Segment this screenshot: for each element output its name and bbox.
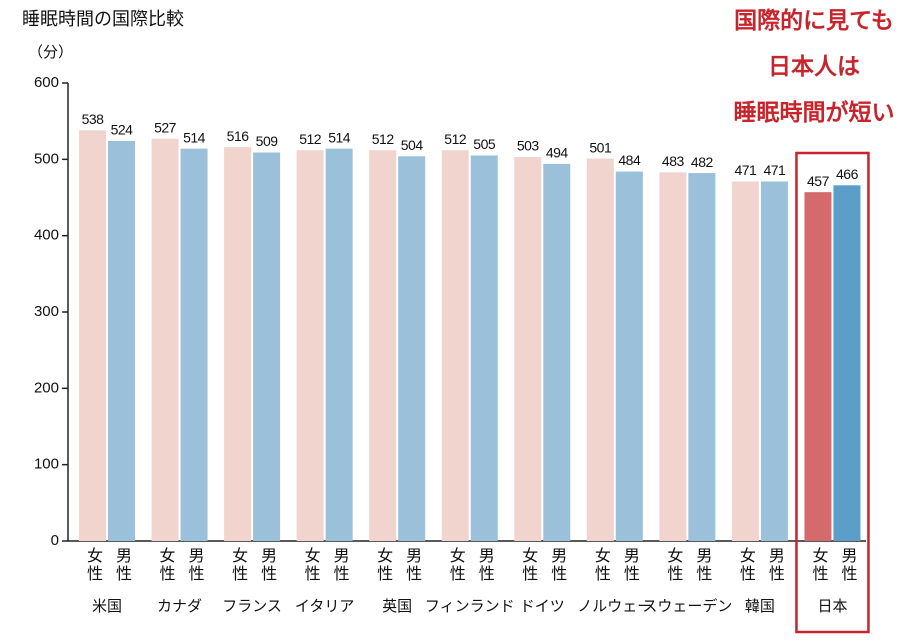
x-tick-label: イタリア xyxy=(295,598,354,615)
series-label: 女性 xyxy=(302,546,321,583)
x-tick-label: ノルウェー xyxy=(577,598,652,615)
value-label: 503 xyxy=(517,138,540,154)
series-label: 男性 xyxy=(186,547,205,583)
bar xyxy=(180,148,208,541)
bar xyxy=(659,172,687,541)
series-label: 男性 xyxy=(838,547,857,583)
y-axis-label: （分） xyxy=(28,44,73,61)
series-label: 女性 xyxy=(737,546,756,583)
bar xyxy=(543,163,571,541)
bar xyxy=(760,181,788,541)
series-label: 男性 xyxy=(766,547,785,583)
x-tick-label: ドイツ xyxy=(520,598,565,615)
value-label: 505 xyxy=(473,136,496,152)
annotation: 日本人は xyxy=(768,53,860,79)
y-tick-label: 600 xyxy=(34,74,59,91)
bar xyxy=(108,141,135,541)
series-label: 男性 xyxy=(693,547,712,583)
value-label: 538 xyxy=(82,111,105,127)
value-label: 527 xyxy=(154,119,177,135)
series-label: 男性 xyxy=(548,547,567,583)
value-label: 514 xyxy=(328,129,351,145)
series-label: 男性 xyxy=(403,547,422,583)
value-label: 482 xyxy=(691,154,714,170)
value-label: 516 xyxy=(227,128,250,144)
series-label: 女性 xyxy=(229,546,248,583)
x-tick-label: 英国 xyxy=(382,597,412,615)
series-label: 男性 xyxy=(476,547,495,583)
value-label: 494 xyxy=(546,145,569,161)
value-label: 484 xyxy=(618,152,641,168)
value-label: 501 xyxy=(589,139,612,155)
bar xyxy=(79,130,106,541)
x-tick-label: カナダ xyxy=(157,598,202,615)
series-label: 女性 xyxy=(809,546,828,583)
value-label: 512 xyxy=(372,131,395,147)
value-label: 457 xyxy=(807,173,830,189)
x-tick-label: 米国 xyxy=(92,598,122,615)
x-tick-label: スウェーデン xyxy=(642,597,732,615)
y-tick-label: 300 xyxy=(34,303,59,320)
x-tick-label: フィンランド xyxy=(425,598,515,615)
value-label: 509 xyxy=(256,133,279,149)
bar xyxy=(441,150,469,541)
value-label: 512 xyxy=(299,131,322,147)
y-tick-label: 500 xyxy=(34,150,59,167)
bar xyxy=(586,158,614,541)
value-label: 524 xyxy=(111,122,134,138)
x-tick-label: 韓国 xyxy=(745,598,775,615)
bar xyxy=(688,173,716,541)
bar xyxy=(833,185,861,541)
value-label: 483 xyxy=(662,153,685,169)
bar xyxy=(398,156,426,541)
value-label: 514 xyxy=(183,129,206,145)
y-tick-label: 200 xyxy=(34,379,59,396)
value-label: 504 xyxy=(401,137,424,153)
y-tick-label: 100 xyxy=(34,456,59,473)
bar xyxy=(615,171,643,541)
bar xyxy=(804,192,832,541)
chart-title: 睡眠時間の国際比較 xyxy=(22,9,184,29)
series-label: 女性 xyxy=(447,546,466,583)
series-label: 女性 xyxy=(374,546,393,583)
series-label: 女性 xyxy=(664,546,683,583)
bar xyxy=(325,148,353,541)
series-label: 女性 xyxy=(157,546,176,583)
series-label: 男性 xyxy=(331,547,350,583)
bar xyxy=(224,147,252,541)
x-tick-label: 日本 xyxy=(817,598,847,615)
series-label: 男性 xyxy=(621,547,640,583)
bar xyxy=(470,155,498,541)
bar xyxy=(731,181,759,541)
highlight-box xyxy=(795,151,870,634)
bar xyxy=(369,150,397,541)
x-tick-label: フランス xyxy=(222,598,282,615)
series-label: 女性 xyxy=(84,546,103,583)
series-label: 男性 xyxy=(258,547,277,583)
series-label: 男性 xyxy=(113,547,132,583)
bar xyxy=(514,157,542,541)
annotation: 国際的に見ても xyxy=(734,7,894,33)
value-label: 471 xyxy=(763,162,786,178)
y-tick-label: 400 xyxy=(34,227,59,244)
series-label: 女性 xyxy=(592,546,611,583)
bar xyxy=(296,150,324,541)
value-label: 466 xyxy=(836,166,859,182)
value-label: 471 xyxy=(734,162,757,178)
series-label: 女性 xyxy=(519,546,538,583)
y-tick-label: 0 xyxy=(51,532,59,549)
annotation: 睡眠時間が短い xyxy=(734,99,895,125)
bar xyxy=(151,138,179,541)
bar xyxy=(253,152,281,542)
value-label: 512 xyxy=(444,131,467,147)
